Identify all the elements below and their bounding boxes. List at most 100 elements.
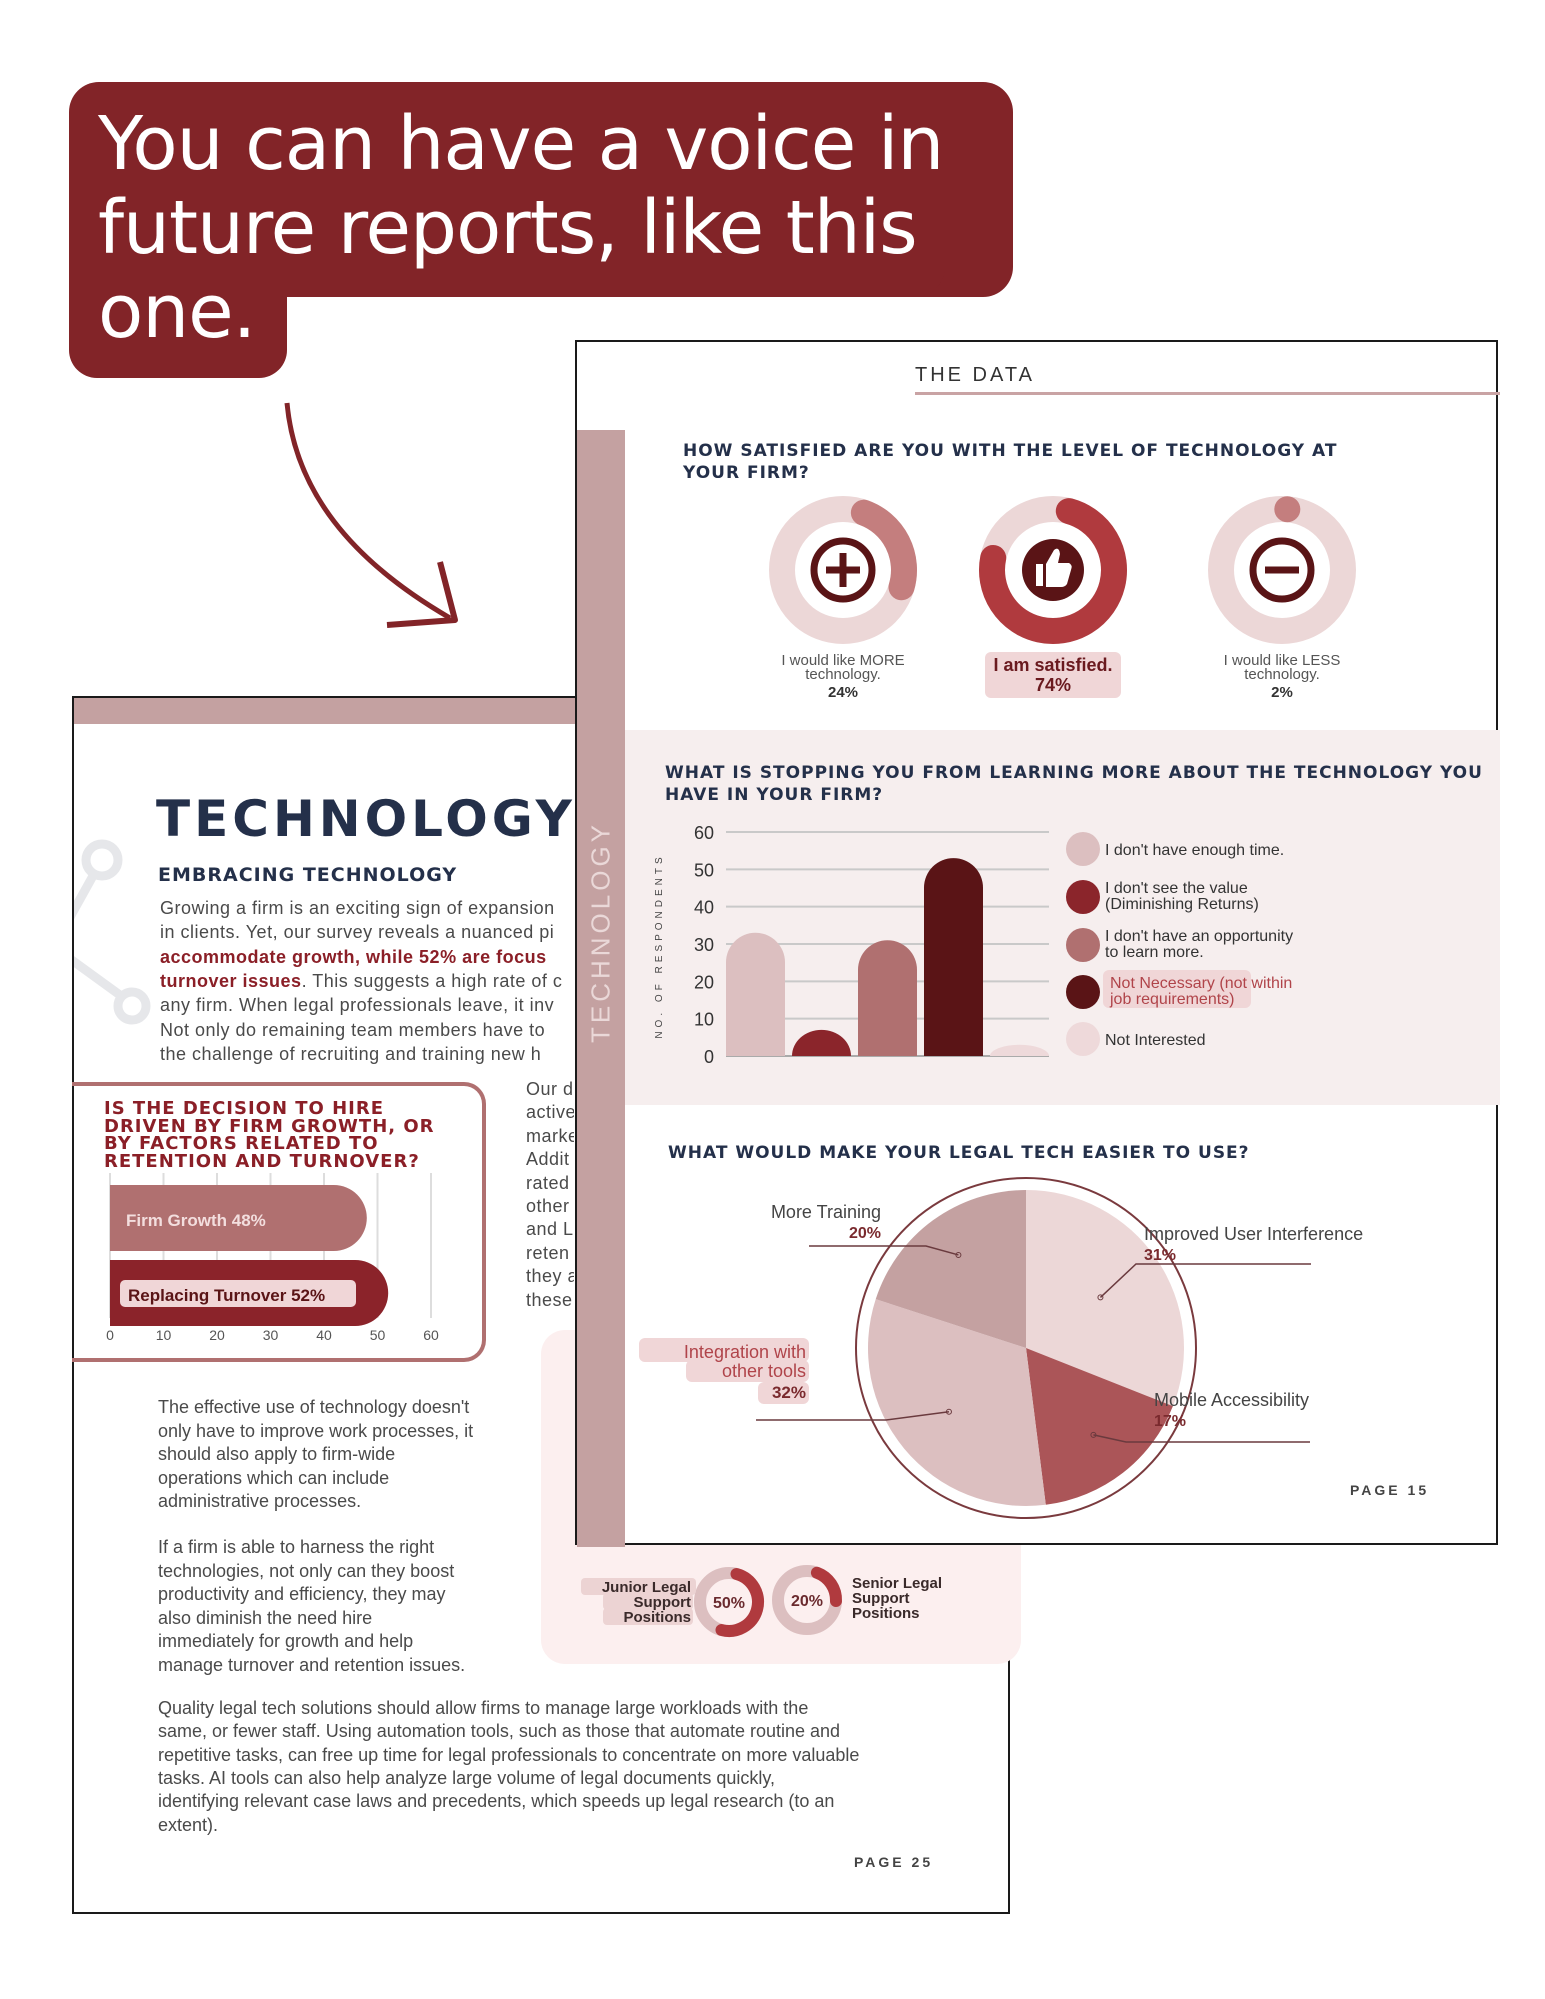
intro-line: in clients. Yet, our survey reveals a nu…: [160, 922, 574, 943]
junior-label: Support: [634, 1594, 692, 1611]
callout-line-3: one.: [98, 269, 256, 355]
para-line: tasks. AI tools can also help analyze la…: [158, 1767, 776, 1788]
intro-line: Not only do remaining team members have …: [160, 1020, 574, 1041]
curved-arrow-icon: [284, 402, 458, 628]
slice-label: More Training: [771, 1202, 881, 1222]
legend-swatch: [1066, 1022, 1100, 1056]
question-title: WHAT WOULD MAKE YOUR LEGAL TECH EASIER T…: [668, 1143, 1250, 1163]
callout-line-2: future reports, like this: [98, 185, 918, 271]
value-label: 24%: [827, 684, 859, 701]
slice-label: Mobile Accessibility: [1154, 1390, 1309, 1410]
leader-line: [809, 1245, 959, 1256]
side-line: marke: [526, 1125, 574, 1146]
para-line: technologies, not only can they boost: [158, 1560, 455, 1581]
label-highlight: [686, 1360, 809, 1382]
bar: [990, 1044, 1049, 1056]
card-title-line: RETENTION AND TURNOVER?: [104, 1150, 420, 1172]
para-line: same, or fewer staff. Using automation t…: [158, 1721, 841, 1742]
slice-value: 20%: [849, 1225, 881, 1242]
x-tick-label: 30: [263, 1327, 279, 1343]
question-title: WHAT IS STOPPING YOU FROM LEARNING MORE …: [665, 763, 1483, 805]
bar: [792, 1029, 851, 1056]
slice-label: other tools: [722, 1361, 806, 1381]
x-tick-label: 60: [423, 1327, 439, 1343]
value-label: 74%: [1034, 675, 1072, 695]
x-tick-label: 20: [209, 1327, 225, 1343]
page-number: PAGE 25: [854, 1854, 934, 1870]
donut-label: I am satisfied. 74%: [953, 652, 1153, 698]
para-line: operations which can include: [158, 1467, 390, 1488]
para-line: Quality legal tech solutions should allo…: [158, 1698, 809, 1718]
legend-label: Not Necessary (not within: [1110, 975, 1292, 992]
donut-arc: [810, 1566, 842, 1608]
donut-value: 20%: [791, 1593, 823, 1610]
intro-line: any firm. When legal professionals leave…: [160, 995, 574, 1016]
para-line: also diminish the need hire: [158, 1607, 373, 1628]
legend-label: Not Interested: [1105, 1032, 1206, 1049]
label-highlight: [603, 1593, 693, 1610]
icon-part: [1036, 564, 1043, 586]
x-tick-label: 10: [156, 1327, 172, 1343]
label-highlight: [120, 1280, 356, 1307]
label-highlight: [639, 1338, 809, 1362]
donut-label: I would like LESS technology. 2%: [1182, 653, 1382, 700]
highlight-label: I am satisfied. 74%: [985, 652, 1121, 698]
donut-arc: [979, 498, 1127, 644]
x-tick-label: 50: [370, 1327, 386, 1343]
side-label: TECHNOLOGY: [585, 820, 616, 1044]
legend-highlight: [1103, 970, 1251, 1008]
bar: [924, 858, 983, 1056]
slice-label: Improved User Interference: [1144, 1224, 1363, 1244]
para-line: manage turnover and retention issues.: [158, 1654, 466, 1675]
highlight-text: turnover issues: [160, 970, 302, 991]
text: . This suggests a high rate of c: [301, 970, 563, 991]
side-line: they a: [526, 1266, 574, 1287]
senior-label: Positions: [852, 1605, 920, 1622]
minus-circle-icon: [1249, 537, 1315, 603]
icon-bar: [839, 553, 847, 587]
leader-dot: [1090, 1431, 1097, 1438]
side-line: and L: [526, 1219, 574, 1240]
label-highlight: [581, 1578, 696, 1595]
icon-bar: [1265, 566, 1299, 574]
text: any firm. When legal professionals leave…: [160, 995, 555, 1016]
side-line: active: [526, 1102, 574, 1123]
icon-part: [1046, 548, 1072, 587]
pie-slice: [1026, 1348, 1173, 1505]
pie-slice: [1026, 1190, 1184, 1407]
label-line: technology.: [805, 666, 881, 683]
plus-circle-icon: [810, 537, 876, 603]
side-line: rated: [526, 1172, 570, 1193]
leader-dot: [1097, 1294, 1104, 1301]
card-title-line: IS THE DECISION TO HIRE: [104, 1098, 385, 1119]
x-tick-label: 0: [106, 1327, 114, 1343]
side-line: other: [526, 1196, 570, 1216]
senior-label: Senior Legal: [852, 1575, 942, 1592]
slice-value: 32%: [772, 1383, 806, 1402]
y-tick-label: 20: [694, 972, 714, 992]
hire-decision-bar-chart: Firm Growth 48% Replacing Turnover 52% 0 10…: [106, 1173, 439, 1343]
y-tick-label: 0: [704, 1047, 714, 1067]
bar-label: Firm Growth 48%: [126, 1211, 266, 1230]
highlight-text: accommodate growth, while 52% are focus: [160, 946, 547, 967]
side-band: [577, 430, 625, 1547]
y-axis-label: NO. OF RESPONDENTS: [654, 853, 665, 1038]
barrier-bar-chart: 0 10 20 30 40 50 60 NO. OF RESPONDENTS I don't h…: [654, 823, 1293, 1067]
intro-line: accommodate growth, while 52% are focus: [160, 947, 574, 968]
side-line: Addit: [526, 1149, 570, 1170]
junior-label: Positions: [623, 1609, 691, 1626]
page-title: TECHNOLOGY;R: [156, 790, 574, 848]
label-line: I would like MORE: [781, 652, 905, 669]
bar: [110, 1185, 367, 1251]
text: in clients. Yet, our survey reveals a nu…: [160, 922, 555, 943]
para-line: The effective use of technology doesn't: [158, 1397, 470, 1417]
section-label: THE DATA: [915, 364, 1035, 386]
hire-decision-card: [72, 1082, 486, 1362]
intro-line: turnover issues. This suggests a high ra…: [160, 971, 574, 992]
side-line: Our d: [526, 1079, 574, 1099]
network-decoration-icon: [74, 839, 151, 1025]
pie-slice: [868, 1299, 1046, 1506]
slice-value: 17%: [1154, 1413, 1186, 1430]
card-title-line: BY FACTORS RELATED TO: [104, 1133, 379, 1155]
